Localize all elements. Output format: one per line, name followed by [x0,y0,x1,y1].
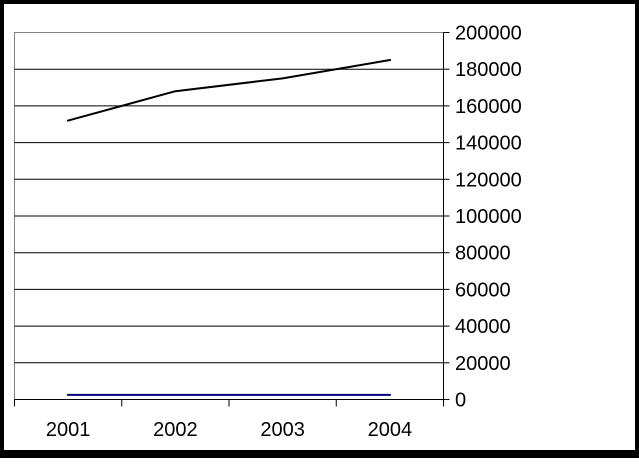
y-tick-label: 180000 [455,59,522,81]
y-tick-label: 160000 [455,96,522,118]
y-tick-label: 20000 [455,353,511,375]
y-tick-label: 120000 [455,169,522,191]
series-line-1 [66,58,392,122]
x-tick-label: 2004 [368,419,413,441]
y-tick-label: 0 [455,390,466,412]
x-tick-label: 2003 [260,419,305,441]
y-tick-label: 200000 [455,23,522,45]
y-tick-label: 60000 [455,279,511,301]
x-tick-label: 2002 [153,419,198,441]
x-tick-label: 2001 [46,419,91,441]
y-tick-label: 40000 [455,316,511,338]
y-tick-label: 80000 [455,243,511,265]
y-tick-label: 100000 [455,206,522,228]
y-tick-label: 140000 [455,133,522,155]
